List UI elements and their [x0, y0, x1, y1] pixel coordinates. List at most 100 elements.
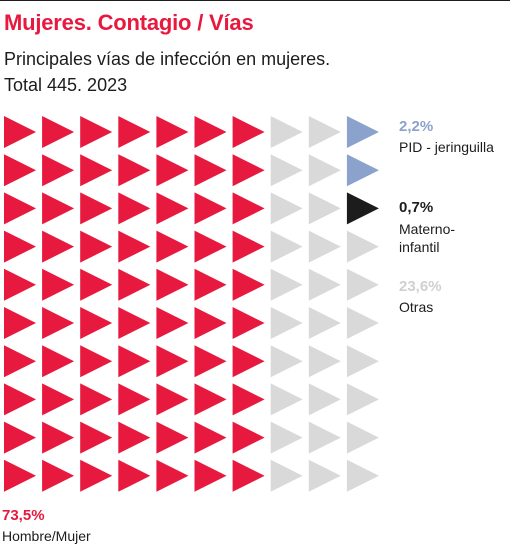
waffle-cell-hombre-mujer	[156, 383, 189, 416]
waffle-cell-hombre-mujer	[4, 230, 36, 263]
otras-percent-label: 23,6%	[399, 278, 442, 295]
pid-percent-label: 2,2%	[399, 118, 434, 135]
waffle-cell-hombre-mujer	[156, 116, 189, 148]
waffle-cell-hombre-mujer	[156, 192, 189, 225]
subtitle-line-1: Principales vías de infección en mujeres…	[4, 49, 331, 69]
waffle-cell-hombre-mujer	[232, 383, 265, 416]
waffle-cell-otras	[308, 307, 341, 339]
waffle-cell-hombre-mujer	[118, 383, 151, 416]
hombre-mujer-name-label: Hombre/Mujer	[2, 528, 91, 544]
waffle-cell-hombre-mujer	[232, 192, 265, 225]
waffle-cell-hombre-mujer	[194, 459, 227, 492]
materno-percent-label: 0,7%	[399, 199, 434, 216]
waffle-cell-otras	[270, 154, 303, 187]
waffle-cell-hombre-mujer	[118, 192, 151, 225]
waffle-cell-hombre-mujer	[4, 154, 36, 187]
waffle-cell-pid-jeringuilla	[346, 154, 379, 187]
waffle-cell-otras	[270, 345, 303, 378]
top-rule	[0, 0, 510, 1]
waffle-cell-hombre-mujer	[42, 383, 75, 416]
waffle-cell-hombre-mujer	[80, 383, 113, 416]
waffle-cell-otras	[308, 345, 341, 378]
waffle-cell-otras	[346, 230, 379, 263]
waffle-cell-otras	[346, 421, 379, 454]
waffle-cell-hombre-mujer	[118, 307, 151, 339]
waffle-cell-hombre-mujer	[156, 459, 189, 492]
waffle-cell-hombre-mujer	[42, 268, 75, 301]
chart-subtitle: Principales vías de infección en mujeres…	[4, 46, 484, 98]
waffle-cell-hombre-mujer	[118, 345, 151, 378]
waffle-cell-otras	[270, 459, 303, 492]
otras-name-label: Otras	[399, 299, 434, 315]
hombre-mujer-percent-label: 73,5%	[2, 507, 45, 524]
waffle-cell-otras	[270, 307, 303, 339]
waffle-cell-hombre-mujer	[4, 116, 36, 148]
waffle-cell-hombre-mujer	[194, 307, 227, 339]
waffle-cell-hombre-mujer	[80, 345, 113, 378]
waffle-cell-hombre-mujer	[194, 116, 227, 148]
waffle-cell-hombre-mujer	[4, 459, 36, 492]
waffle-cell-hombre-mujer	[118, 421, 151, 454]
waffle-cell-hombre-mujer	[232, 116, 265, 148]
waffle-cell-hombre-mujer	[194, 192, 227, 225]
waffle-cell-hombre-mujer	[42, 459, 75, 492]
waffle-cell-otras	[270, 268, 303, 301]
waffle-cell-hombre-mujer	[156, 154, 189, 187]
waffle-cell-hombre-mujer	[194, 268, 227, 301]
waffle-cell-hombre-mujer	[80, 268, 113, 301]
waffle-cell-hombre-mujer	[42, 307, 75, 339]
subtitle-line-2: Total 445. 2023	[4, 75, 128, 95]
waffle-cell-hombre-mujer	[80, 192, 113, 225]
waffle-cell-otras	[308, 383, 341, 416]
waffle-cell-pid-jeringuilla	[346, 116, 379, 148]
waffle-cell-otras	[308, 192, 341, 225]
waffle-cell-otras	[346, 307, 379, 339]
waffle-cell-hombre-mujer	[194, 154, 227, 187]
waffle-cell-otras	[346, 383, 379, 416]
waffle-cell-otras	[308, 154, 341, 187]
waffle-cell-hombre-mujer	[42, 116, 75, 148]
waffle-cell-hombre-mujer	[118, 116, 151, 148]
waffle-cell-hombre-mujer	[80, 307, 113, 339]
waffle-cell-otras	[308, 116, 341, 148]
waffle-cell-hombre-mujer	[80, 116, 113, 148]
waffle-cell-hombre-mujer	[42, 345, 75, 378]
waffle-cell-otras	[270, 116, 303, 148]
waffle-cell-hombre-mujer	[232, 421, 265, 454]
chart-title: Mujeres. Contagio / Vías	[4, 10, 254, 35]
waffle-cell-hombre-mujer	[232, 230, 265, 263]
waffle-cell-hombre-mujer	[42, 421, 75, 454]
waffle-cell-materno-infantil	[346, 192, 379, 225]
waffle-cell-hombre-mujer	[4, 192, 36, 225]
waffle-cell-otras	[346, 268, 379, 301]
waffle-cell-otras	[308, 230, 341, 263]
waffle-cell-hombre-mujer	[156, 345, 189, 378]
waffle-cell-otras	[346, 345, 379, 378]
waffle-cell-otras	[308, 421, 341, 454]
pid-name-label: PID - jeringuilla	[399, 139, 494, 155]
materno-name-label-line-2: infantil	[399, 239, 440, 255]
waffle-cell-hombre-mujer	[156, 307, 189, 339]
waffle-cell-hombre-mujer	[156, 421, 189, 454]
waffle-cell-otras	[270, 383, 303, 416]
waffle-cell-hombre-mujer	[80, 230, 113, 263]
waffle-cell-hombre-mujer	[194, 421, 227, 454]
waffle-cell-hombre-mujer	[194, 383, 227, 416]
waffle-cell-otras	[270, 421, 303, 454]
waffle-cell-hombre-mujer	[118, 154, 151, 187]
waffle-cell-hombre-mujer	[232, 154, 265, 187]
waffle-cell-hombre-mujer	[4, 307, 36, 339]
waffle-cell-hombre-mujer	[156, 230, 189, 263]
waffle-cell-hombre-mujer	[42, 230, 75, 263]
waffle-cell-hombre-mujer	[156, 268, 189, 301]
waffle-cell-hombre-mujer	[42, 192, 75, 225]
waffle-cell-otras	[270, 192, 303, 225]
waffle-cell-hombre-mujer	[118, 459, 151, 492]
waffle-cell-hombre-mujer	[4, 268, 36, 301]
waffle-cell-hombre-mujer	[232, 345, 265, 378]
waffle-cell-otras	[308, 268, 341, 301]
materno-name-label-line-1: Materno-	[399, 221, 456, 237]
waffle-cell-hombre-mujer	[42, 154, 75, 187]
waffle-cell-hombre-mujer	[118, 268, 151, 301]
waffle-cell-hombre-mujer	[232, 307, 265, 339]
